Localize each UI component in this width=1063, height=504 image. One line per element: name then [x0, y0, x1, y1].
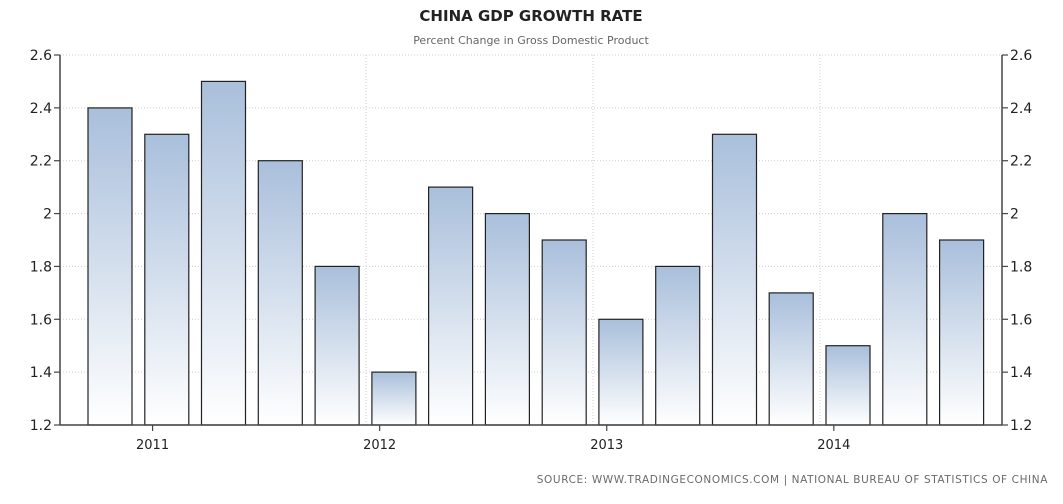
bar [144, 133, 190, 426]
bar [484, 213, 530, 426]
y-tick-label-left: 2 [43, 207, 52, 223]
bar [598, 318, 644, 426]
bar [87, 107, 133, 426]
y-tick-label-right: 1.2 [1010, 418, 1032, 434]
y-tick-label-left: 1.4 [30, 365, 52, 381]
bar [200, 80, 247, 426]
y-tick-label-right: 1.4 [1010, 365, 1032, 381]
y-tick-label-left: 2.4 [30, 101, 52, 117]
x-tick-label: 2011 [136, 438, 169, 453]
bar [825, 345, 871, 426]
bar [711, 133, 758, 426]
bar [257, 160, 303, 426]
y-tick-label-right: 2.6 [1010, 48, 1032, 64]
chart-subtitle: Percent Change in Gross Domestic Product [413, 34, 649, 47]
x-axis-labels: 2011 2012 2013 2014 [136, 438, 850, 453]
bar [541, 239, 587, 426]
bar [371, 371, 417, 426]
x-tick-label: 2012 [363, 438, 396, 453]
y-tick-label-left: 1.8 [30, 259, 52, 275]
bar-series [87, 80, 985, 426]
y-tick-label-right: 1.6 [1010, 312, 1032, 328]
chart-title: CHINA GDP GROWTH RATE [419, 7, 642, 25]
source-note: SOURCE: WWW.TRADINGECONOMICS.COM | NATIO… [537, 474, 1048, 486]
y-axis-left-labels: 1.2 1.4 1.6 1.8 2 2.2 2.4 2.6 [30, 48, 52, 434]
x-tick-label: 2013 [590, 438, 623, 453]
y-tick-label-left: 1.6 [30, 312, 52, 328]
bar [768, 292, 814, 426]
y-tick-label-right: 2 [1010, 207, 1019, 223]
y-axis-right-labels: 1.2 1.4 1.6 1.8 2 2.2 2.4 2.6 [1010, 48, 1032, 434]
y-tick-label-left: 2.6 [30, 48, 52, 64]
bar [655, 265, 701, 426]
bar [938, 239, 985, 426]
y-tick-label-right: 2.4 [1010, 101, 1032, 117]
bar [314, 265, 360, 426]
y-tick-label-left: 1.2 [30, 418, 52, 434]
bar [882, 213, 928, 426]
bar [428, 186, 474, 426]
y-tick-label-right: 2.2 [1010, 154, 1032, 170]
axes [54, 54, 1008, 431]
y-tick-label-left: 2.2 [30, 154, 52, 170]
x-tick-label: 2014 [817, 438, 850, 453]
y-tick-label-right: 1.8 [1010, 259, 1032, 275]
